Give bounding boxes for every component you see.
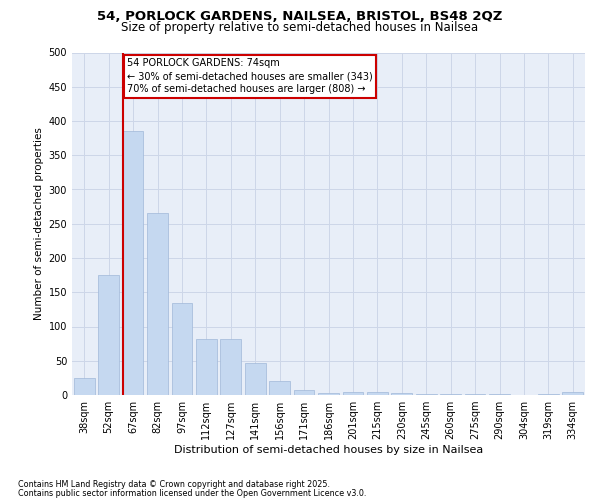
Bar (196, 339, 217, 395)
Y-axis label: Number of semi-detached properties: Number of semi-detached properties (34, 128, 44, 320)
Bar (562, 392, 583, 395)
Bar (343, 392, 364, 395)
X-axis label: Distribution of semi-detached houses by size in Nailsea: Distribution of semi-detached houses by … (174, 445, 483, 455)
Bar (245, 363, 266, 395)
Text: Contains HM Land Registry data © Crown copyright and database right 2025.: Contains HM Land Registry data © Crown c… (18, 480, 330, 489)
Bar (367, 392, 388, 395)
Bar (538, 394, 559, 395)
Text: Size of property relative to semi-detached houses in Nailsea: Size of property relative to semi-detach… (121, 21, 479, 34)
Bar (147, 214, 168, 395)
Bar (122, 132, 143, 395)
Bar (74, 378, 95, 395)
Bar (293, 390, 314, 395)
Bar (489, 394, 510, 395)
Bar (391, 393, 412, 395)
Bar (98, 275, 119, 395)
Bar (269, 382, 290, 395)
Bar (416, 394, 437, 395)
Text: Contains public sector information licensed under the Open Government Licence v3: Contains public sector information licen… (18, 488, 367, 498)
Bar (464, 394, 485, 395)
Bar (318, 393, 339, 395)
Bar (172, 302, 193, 395)
Text: 54 PORLOCK GARDENS: 74sqm
← 30% of semi-detached houses are smaller (343)
70% of: 54 PORLOCK GARDENS: 74sqm ← 30% of semi-… (127, 58, 373, 94)
Bar (220, 339, 241, 395)
Bar (440, 394, 461, 395)
Text: 54, PORLOCK GARDENS, NAILSEA, BRISTOL, BS48 2QZ: 54, PORLOCK GARDENS, NAILSEA, BRISTOL, B… (97, 10, 503, 23)
